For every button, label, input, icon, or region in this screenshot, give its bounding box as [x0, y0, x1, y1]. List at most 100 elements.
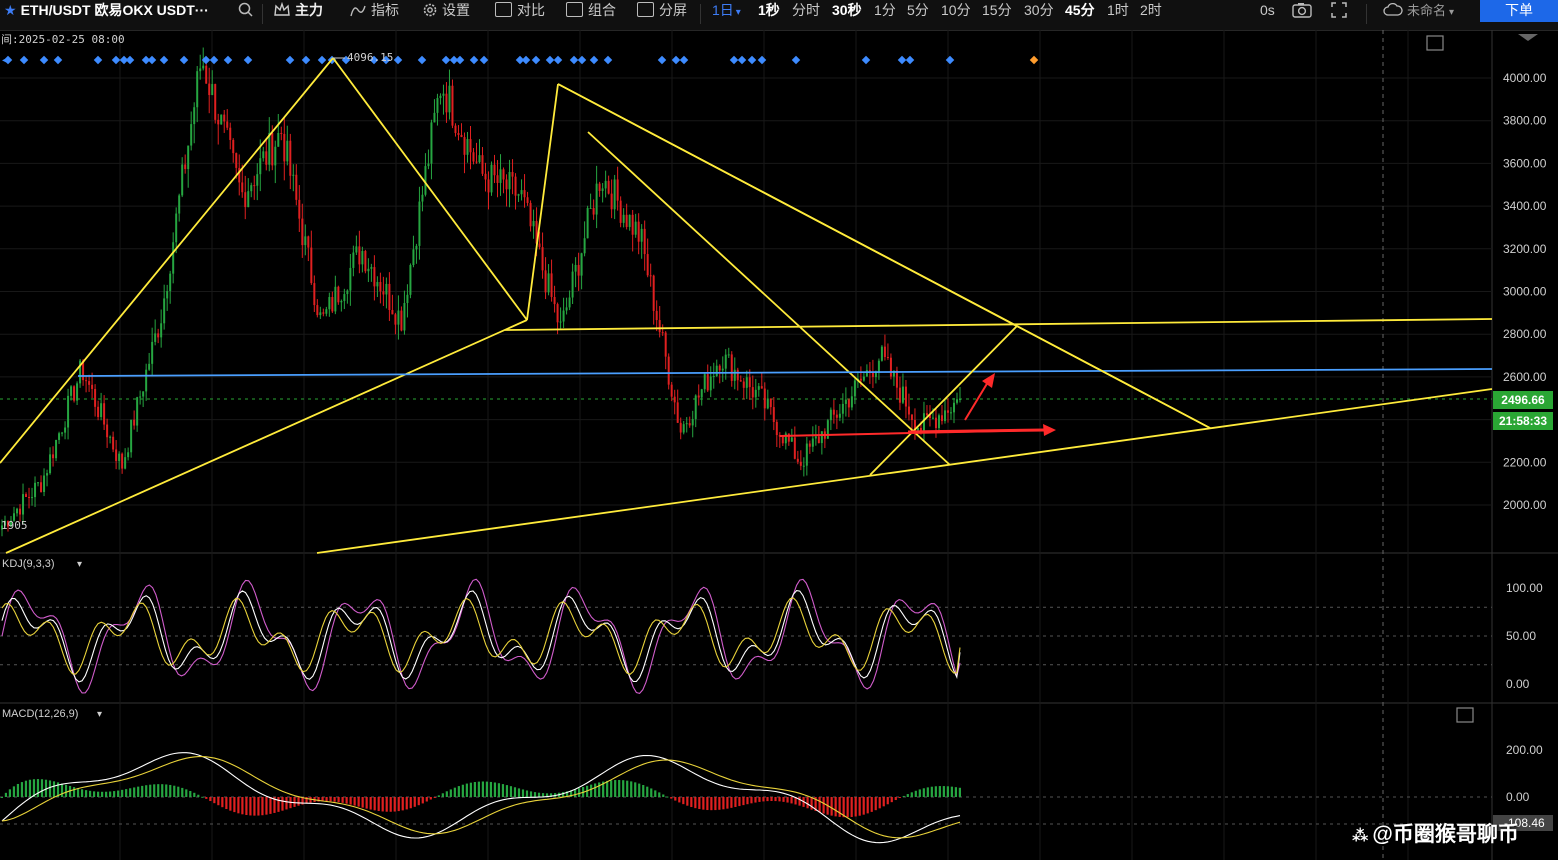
- macd-histogram-bar: [145, 785, 148, 797]
- signal-marker: [657, 55, 667, 65]
- channel-line: [587, 131, 951, 466]
- period-1m[interactable]: 1分: [874, 2, 896, 18]
- compare-button[interactable]: 对比: [495, 0, 545, 30]
- candle-body: [637, 221, 640, 242]
- signal-marker: [125, 55, 135, 65]
- indicators-button[interactable]: 指标: [350, 0, 399, 30]
- candle-body: [10, 520, 13, 527]
- period-1s[interactable]: 1秒: [758, 2, 780, 18]
- candle-body: [508, 171, 511, 190]
- candle-body: [85, 380, 88, 382]
- candle-body: [595, 183, 598, 215]
- candle-body: [763, 388, 766, 409]
- macd-histogram-bar: [241, 797, 244, 815]
- macd-histogram-bar: [209, 797, 212, 802]
- macd-histogram-bar: [245, 797, 248, 816]
- candle-body: [343, 294, 346, 301]
- candle-body: [229, 127, 232, 140]
- period-1d[interactable]: 1日 ▾: [712, 0, 741, 30]
- macd-histogram-bar: [189, 790, 192, 797]
- candle-body: [811, 438, 814, 447]
- macd-histogram-bar: [437, 795, 440, 797]
- candle-body: [631, 214, 634, 235]
- candle-body: [295, 174, 298, 200]
- macd-histogram-bar: [425, 797, 428, 802]
- macd-histogram-bar: [453, 787, 456, 797]
- macd-histogram-bar: [533, 792, 537, 797]
- period-10m[interactable]: 10分: [941, 2, 971, 18]
- macd-histogram-bar: [217, 797, 220, 806]
- macd-histogram-bar: [794, 797, 797, 805]
- split-screen-button[interactable]: 分屏: [637, 0, 687, 30]
- candle-body: [349, 267, 352, 291]
- chart-area[interactable]: KDJ(9,3,3) ▾ 0.00 50.00 100.00 MACD(12,26,9)…: [0, 30, 1558, 860]
- macd-histogram-bar: [161, 784, 164, 797]
- candle-body: [76, 383, 79, 401]
- macd-line-dea: [1, 756, 961, 839]
- layout-selector[interactable]: 未命名 ▾: [1383, 0, 1454, 30]
- camera-icon[interactable]: [1292, 0, 1312, 30]
- combo-button[interactable]: 组合: [566, 0, 616, 30]
- candle-body: [46, 473, 49, 476]
- symbol-selector[interactable]: ★ ETH/USDT 欧易OKX USDT···: [4, 0, 209, 30]
- macd-histogram-bar: [746, 797, 749, 805]
- candle-body: [907, 406, 910, 415]
- candle-body: [238, 167, 241, 183]
- main-force-button[interactable]: 主力: [274, 0, 323, 30]
- macd-histogram-bar: [385, 797, 388, 812]
- signal-marker: [301, 55, 311, 65]
- logo-icon: ⁂: [1352, 828, 1369, 845]
- candle-body: [211, 84, 214, 96]
- candle-body: [880, 346, 883, 361]
- candle-body: [841, 403, 844, 414]
- signal-marker: [3, 55, 13, 65]
- macd-histogram-bar: [157, 784, 160, 797]
- candle-body: [136, 397, 139, 426]
- candle-body: [301, 218, 304, 246]
- trend-drawings[interactable]: [0, 57, 1493, 554]
- low-price-label: 1905: [1, 519, 28, 532]
- candle-body: [127, 452, 130, 458]
- macd-histogram-bar: [353, 797, 356, 806]
- star-icon[interactable]: ★: [4, 2, 17, 18]
- period-30m[interactable]: 30分: [1024, 2, 1054, 18]
- candle-body: [88, 381, 91, 385]
- macd-histogram-bar: [950, 786, 953, 797]
- signal-marker: [577, 55, 587, 65]
- macd-current-label: -108.46: [1504, 816, 1545, 830]
- macd-histogram-bar: [229, 797, 232, 811]
- chart-texts: 间:2025-02-25 08:00 ◂ 4096.15 1905: [1, 33, 393, 532]
- candle-body: [661, 332, 664, 334]
- macd-histogram-bar: [738, 797, 741, 807]
- signal-marker: [243, 55, 253, 65]
- macd-histogram-bar: [906, 794, 909, 797]
- period-45m[interactable]: 45分: [1065, 2, 1095, 18]
- candle-body: [592, 207, 595, 215]
- candle-body: [442, 93, 445, 96]
- search-icon[interactable]: [238, 0, 253, 30]
- settings-button[interactable]: 设置: [422, 0, 470, 30]
- candle-body: [265, 151, 268, 165]
- macd-histogram-bar: [381, 797, 384, 812]
- candle-body: [151, 341, 154, 364]
- candle-body: [679, 422, 682, 433]
- macd-histogram-bar: [517, 788, 521, 797]
- candle-body: [559, 321, 562, 323]
- period-1h[interactable]: 1时: [1107, 2, 1129, 18]
- macd-histogram-bar: [233, 797, 236, 813]
- period-2h[interactable]: 2时: [1140, 2, 1162, 18]
- candle-body: [505, 179, 508, 190]
- macd-histogram-bar: [674, 797, 677, 801]
- macd-histogram-bar: [121, 789, 124, 797]
- order-button[interactable]: 下单: [1480, 0, 1558, 22]
- signal-marker: [449, 55, 459, 65]
- fullscreen-icon[interactable]: [1331, 0, 1347, 30]
- period-30s[interactable]: 30秒: [832, 2, 862, 18]
- period-5m[interactable]: 5分: [907, 2, 929, 18]
- macd-histogram-bar: [638, 783, 641, 797]
- period-timeshare[interactable]: 分时: [792, 2, 820, 18]
- candle-body: [490, 164, 493, 193]
- candle-body: [550, 273, 553, 297]
- period-15m[interactable]: 15分: [982, 2, 1012, 18]
- candle-body: [247, 191, 250, 208]
